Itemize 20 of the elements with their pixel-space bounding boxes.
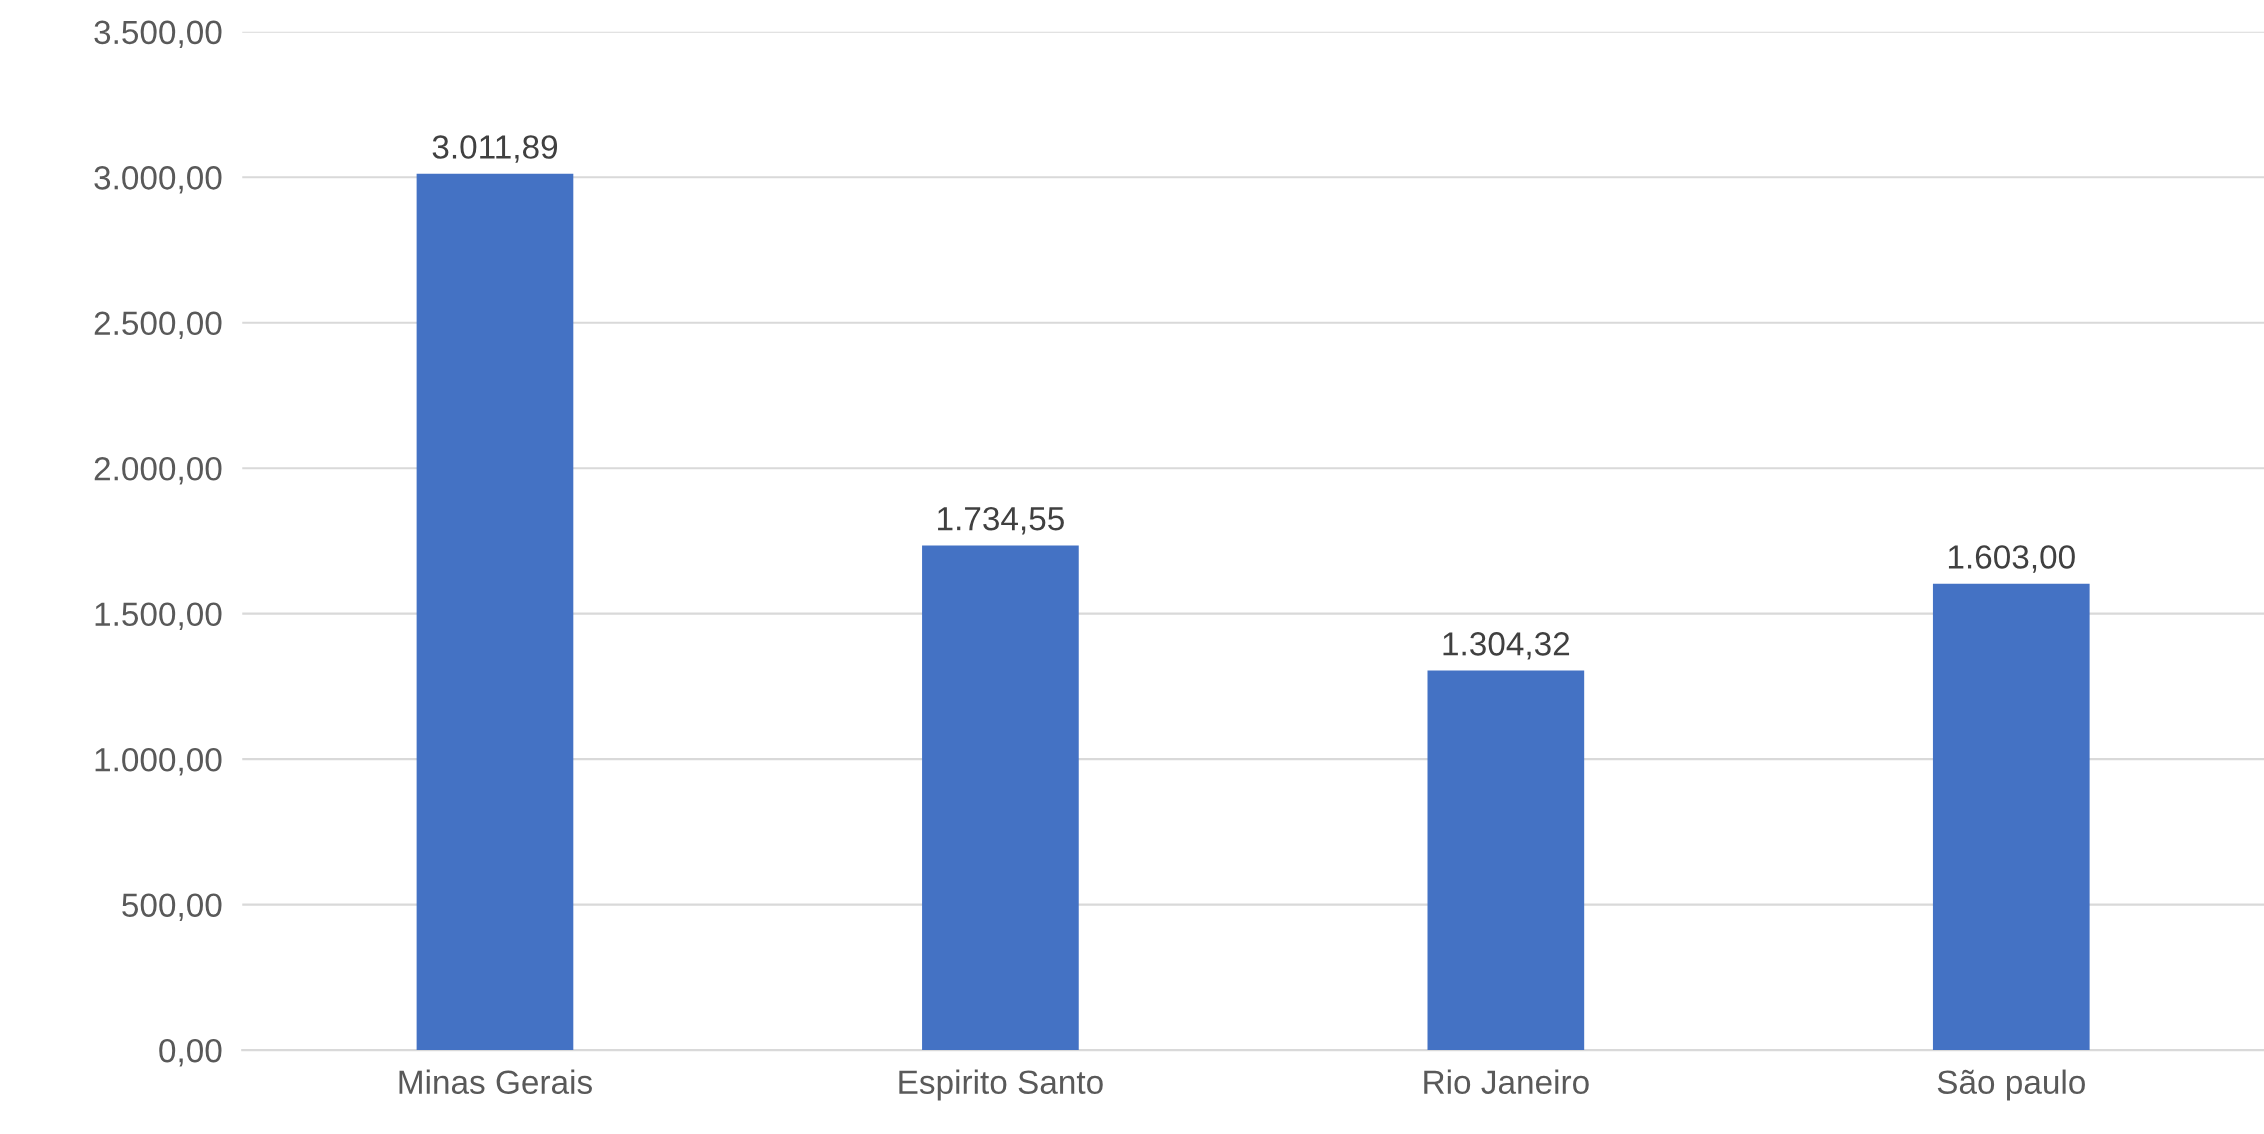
y-tick-label: 0,00 bbox=[159, 1038, 222, 1067]
y-tick-label: 500,00 bbox=[122, 893, 222, 921]
y-tick-label: 1.000,00 bbox=[95, 747, 222, 776]
bar bbox=[1427, 670, 1585, 1051]
bar bbox=[1932, 583, 2090, 1051]
data-label: 1.304,32 bbox=[1443, 632, 1570, 660]
data-label: 1.734,55 bbox=[938, 506, 1064, 535]
data-label: 3.011,89 bbox=[432, 135, 558, 163]
y-tick-label: 2.000,00 bbox=[94, 456, 222, 485]
x-tick-label: Rio Janeiro bbox=[1424, 1069, 1589, 1095]
bar bbox=[416, 173, 574, 1051]
x-tick-label: Espirito Santo bbox=[899, 1069, 1103, 1101]
bar bbox=[922, 545, 1079, 1051]
y-tick-label: 3.500,00 bbox=[94, 20, 222, 49]
x-tick-label: São paulo bbox=[1937, 1069, 2085, 1101]
data-label: 1.603,00 bbox=[1948, 545, 2075, 573]
y-tick-label: 3.000,00 bbox=[94, 166, 222, 194]
y-tick-label: 2.500,00 bbox=[94, 311, 222, 340]
y-tick-label: 1.500,00 bbox=[95, 602, 222, 630]
x-tick-label: Minas Gerais bbox=[399, 1069, 592, 1095]
